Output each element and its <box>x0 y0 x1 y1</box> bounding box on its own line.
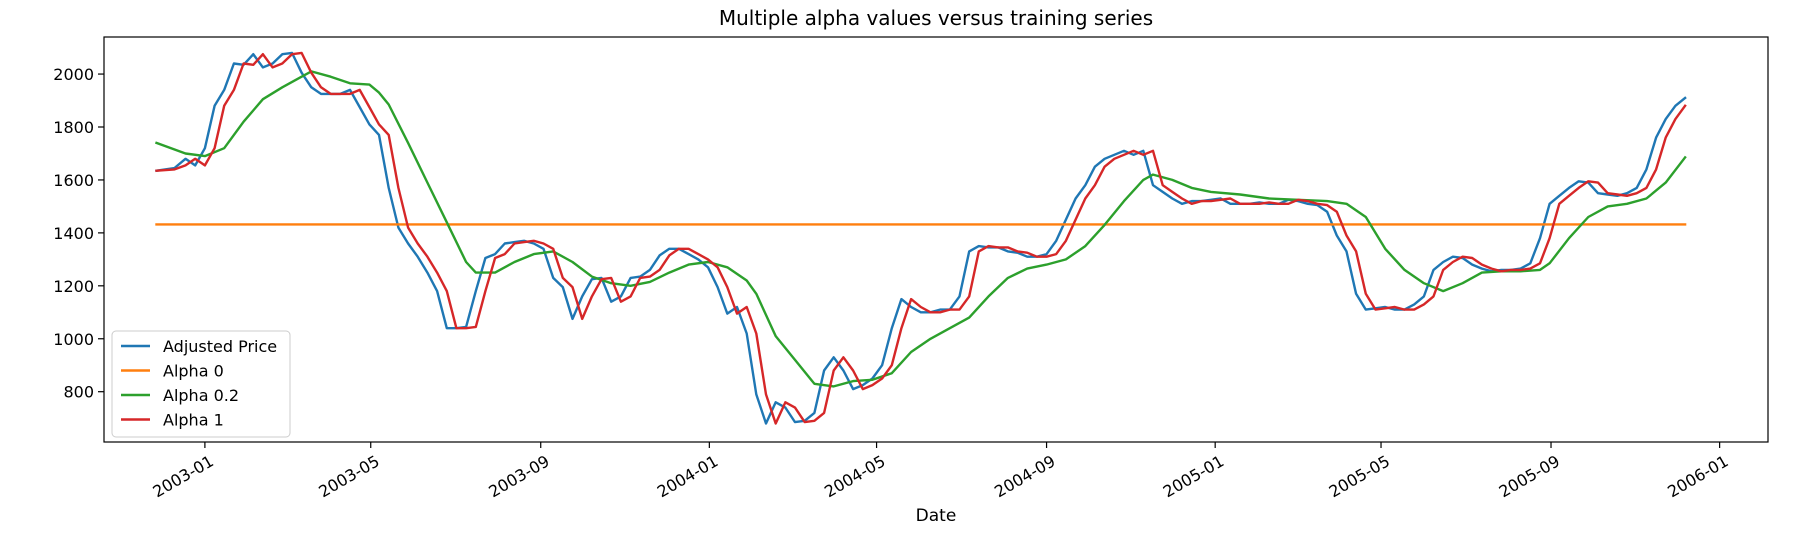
legend-label: Alpha 0 <box>163 362 224 381</box>
y-tick-label: 1000 <box>53 330 94 349</box>
series-layer <box>154 51 1687 425</box>
x-axis-label: Date <box>916 506 957 526</box>
chart-title: Multiple alpha values versus training se… <box>719 6 1153 30</box>
x-tick-label: 2003-01 <box>149 451 216 501</box>
x-tick-label: 2006-01 <box>1664 451 1731 501</box>
series-line-2 <box>154 70 1687 388</box>
legend-label: Alpha 1 <box>163 411 224 430</box>
x-tick-label: 2003-05 <box>315 451 382 501</box>
y-tick-label: 1200 <box>53 277 94 296</box>
x-tick-label: 2004-09 <box>991 451 1058 501</box>
legend-box <box>111 330 291 438</box>
y-tick-label: 1400 <box>53 224 94 243</box>
y-tick-label: 2000 <box>53 65 94 84</box>
x-tick-label: 2004-01 <box>654 451 721 501</box>
y-tick-label: 1800 <box>53 118 94 137</box>
plot-frame <box>103 36 1769 443</box>
x-tick-label: 2005-01 <box>1160 451 1227 501</box>
y-tick-label: 1600 <box>53 171 94 190</box>
x-tick-label: 2005-09 <box>1496 451 1563 501</box>
series-line-0 <box>155 51 1687 425</box>
legend: Adjusted Price Alpha 0 Alpha 0.2 Alpha 1 <box>111 330 291 438</box>
legend-label: Adjusted Price <box>163 337 277 356</box>
x-tick-label: 2005-05 <box>1326 451 1393 501</box>
x-axis: 2003-01 2003-05 2003-09 2004-01 2004-05 2004-… <box>149 442 1732 501</box>
y-tick-label: 800 <box>63 383 94 402</box>
legend-label: Alpha 0.2 <box>163 386 239 405</box>
x-tick-label: 2003-09 <box>485 451 552 501</box>
x-tick-label: 2004-05 <box>821 451 888 501</box>
y-axis: 800 1000 1200 1400 1600 1800 2000 <box>53 65 104 402</box>
series-line-3 <box>155 51 1687 425</box>
